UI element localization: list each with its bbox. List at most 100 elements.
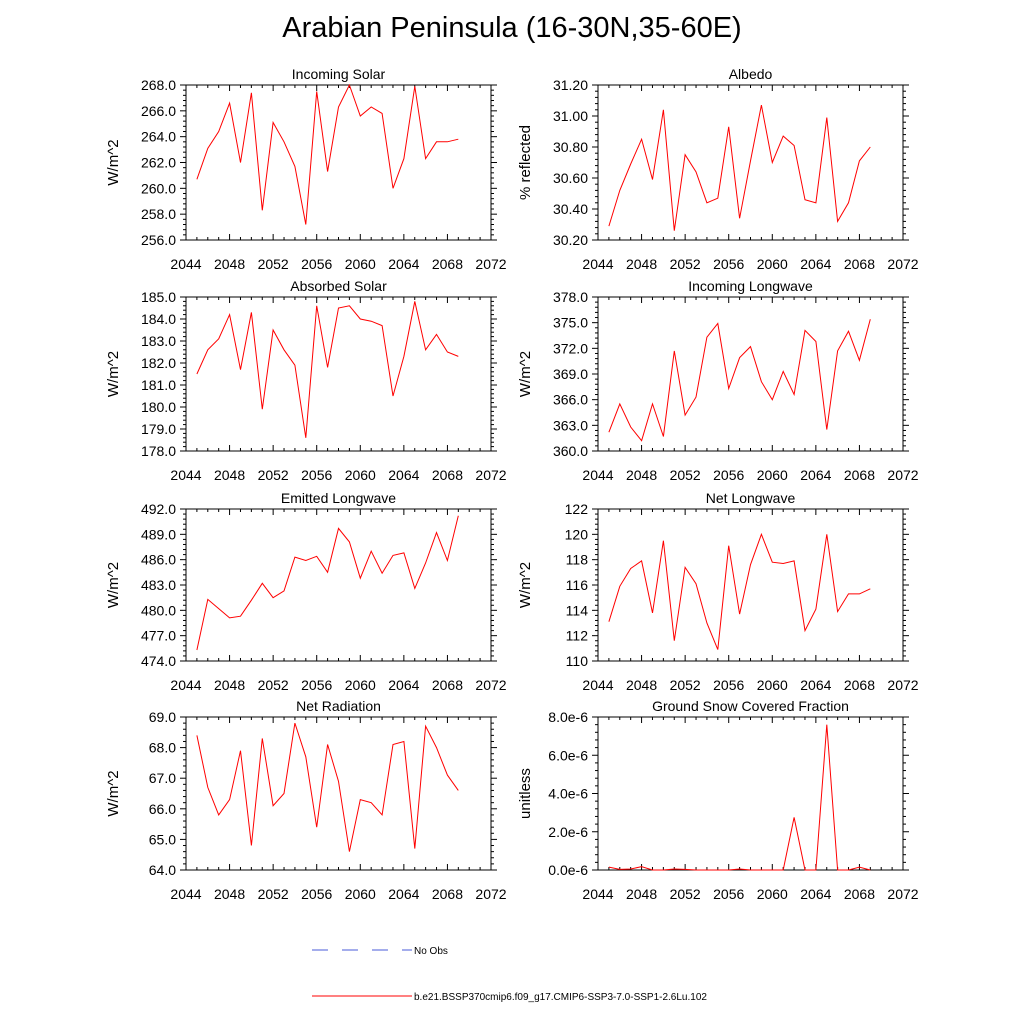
y-tick-label: 110 [566, 653, 589, 669]
y-axis-label: W/m^2 [517, 562, 534, 608]
x-tick-label: 2068 [844, 886, 875, 902]
x-tick-label: 2052 [258, 467, 289, 483]
y-axis-label: W/m^2 [105, 770, 122, 816]
series-line [608, 532, 871, 650]
x-tick-label: 2044 [170, 467, 201, 483]
panel-title: Albedo [729, 66, 773, 82]
y-tick-label: 185.0 [141, 289, 176, 305]
series-line [196, 83, 459, 225]
y-tick-label: 477.0 [141, 628, 176, 644]
y-tick-label: 366.0 [553, 392, 588, 408]
y-tick-label: 480.0 [141, 602, 176, 618]
y-tick-label: 492.0 [141, 501, 176, 517]
plot-frame [185, 508, 492, 662]
y-tick-label: 112 [566, 628, 589, 644]
y-tick-label: 65.0 [149, 831, 176, 847]
x-tick-label: 2060 [757, 467, 788, 483]
x-tick-label: 2056 [301, 256, 332, 272]
x-tick-label: 2044 [582, 886, 613, 902]
y-axis-label: W/m^2 [105, 562, 122, 608]
panel-title: Net Longwave [706, 490, 796, 506]
x-tick-label: 2072 [887, 467, 918, 483]
y-tick-label: 68.0 [149, 740, 176, 756]
series-line [196, 722, 459, 852]
y-tick-label: 118 [566, 552, 589, 568]
y-tick-label: 31.00 [553, 108, 588, 124]
x-tick-label: 2048 [626, 677, 657, 693]
y-tick-label: 489.0 [141, 526, 176, 542]
y-tick-label: 8.0e-6 [548, 709, 588, 725]
y-tick-label: 486.0 [141, 552, 176, 568]
y-tick-label: 363.0 [553, 417, 588, 433]
series-line [196, 301, 459, 438]
legend-label-model: b.e21.BSSP370cmip6.f09_g17.CMIP6-SSP3-7.… [414, 992, 707, 1003]
x-tick-label: 2068 [844, 256, 875, 272]
x-tick-label: 2048 [214, 677, 245, 693]
panel-title: Emitted Longwave [281, 490, 396, 506]
x-tick-label: 2064 [388, 467, 419, 483]
legend: No Obs b.e21.BSSP370cmip6.f09_g17.CMIP6-S… [312, 946, 707, 1003]
x-tick-label: 2056 [301, 467, 332, 483]
y-tick-label: 30.80 [553, 139, 588, 155]
y-tick-label: 262.0 [141, 155, 176, 171]
x-tick-label: 2056 [713, 256, 744, 272]
y-tick-label: 0.0e-6 [548, 862, 588, 878]
y-tick-label: 116 [566, 577, 589, 593]
x-tick-label: 2052 [258, 256, 289, 272]
x-tick-label: 2048 [214, 886, 245, 902]
x-tick-label: 2068 [844, 677, 875, 693]
panel-title: Absorbed Solar [290, 278, 387, 294]
y-tick-label: 378.0 [553, 289, 588, 305]
x-tick-label: 2044 [582, 467, 613, 483]
y-tick-label: 181.0 [141, 377, 176, 393]
x-tick-label: 2048 [214, 256, 245, 272]
y-tick-label: 483.0 [141, 577, 176, 593]
y-tick-label: 183.0 [141, 333, 176, 349]
x-tick-label: 2052 [258, 677, 289, 693]
panel-6: 2044 2048 2052 2056 2060 2064 2068 2072 110 112 11… [517, 490, 919, 693]
plot-frame [185, 296, 492, 452]
x-tick-label: 2064 [388, 256, 419, 272]
y-tick-label: 2.0e-6 [548, 824, 588, 840]
y-axis-label: W/m^2 [105, 139, 122, 185]
x-tick-label: 2048 [626, 467, 657, 483]
x-tick-label: 2056 [713, 886, 744, 902]
x-tick-label: 2048 [626, 256, 657, 272]
x-tick-label: 2044 [582, 256, 613, 272]
series-line [608, 319, 871, 442]
y-tick-label: 256.0 [141, 232, 176, 248]
panel-4: 2044 2048 2052 2056 2060 2064 2068 2072 360.0 363… [517, 278, 919, 483]
x-tick-label: 2056 [301, 886, 332, 902]
x-tick-label: 2044 [170, 886, 201, 902]
y-tick-label: 30.20 [553, 232, 588, 248]
x-tick-label: 2072 [475, 677, 506, 693]
y-tick-label: 474.0 [141, 653, 176, 669]
y-tick-label: 360.0 [553, 443, 588, 459]
x-tick-label: 2060 [757, 677, 788, 693]
y-tick-label: 180.0 [141, 399, 176, 415]
x-tick-label: 2072 [887, 886, 918, 902]
y-tick-label: 30.60 [553, 170, 588, 186]
y-tick-label: 372.0 [553, 340, 588, 356]
x-tick-label: 2064 [388, 677, 419, 693]
y-tick-label: 264.0 [141, 129, 176, 145]
x-tick-label: 2068 [432, 677, 463, 693]
x-tick-label: 2060 [345, 256, 376, 272]
y-tick-label: 120 [565, 526, 589, 542]
plot-frame [185, 716, 492, 871]
y-tick-label: 4.0e-6 [548, 786, 588, 802]
x-tick-label: 2068 [844, 467, 875, 483]
plot-frame [597, 716, 904, 871]
x-tick-label: 2044 [170, 677, 201, 693]
panel-title: Incoming Solar [292, 66, 386, 82]
y-axis-label: % reflected [517, 125, 534, 200]
x-tick-label: 2064 [800, 256, 831, 272]
y-tick-label: 178.0 [141, 443, 176, 459]
x-tick-label: 2052 [258, 886, 289, 902]
y-tick-label: 182.0 [141, 355, 176, 371]
panel-5: 2044 2048 2052 2056 2060 2064 2068 2072 474.0 477… [105, 490, 507, 693]
y-tick-label: 375.0 [553, 315, 588, 331]
x-tick-label: 2056 [301, 677, 332, 693]
x-tick-label: 2052 [670, 886, 701, 902]
x-tick-label: 2060 [757, 886, 788, 902]
